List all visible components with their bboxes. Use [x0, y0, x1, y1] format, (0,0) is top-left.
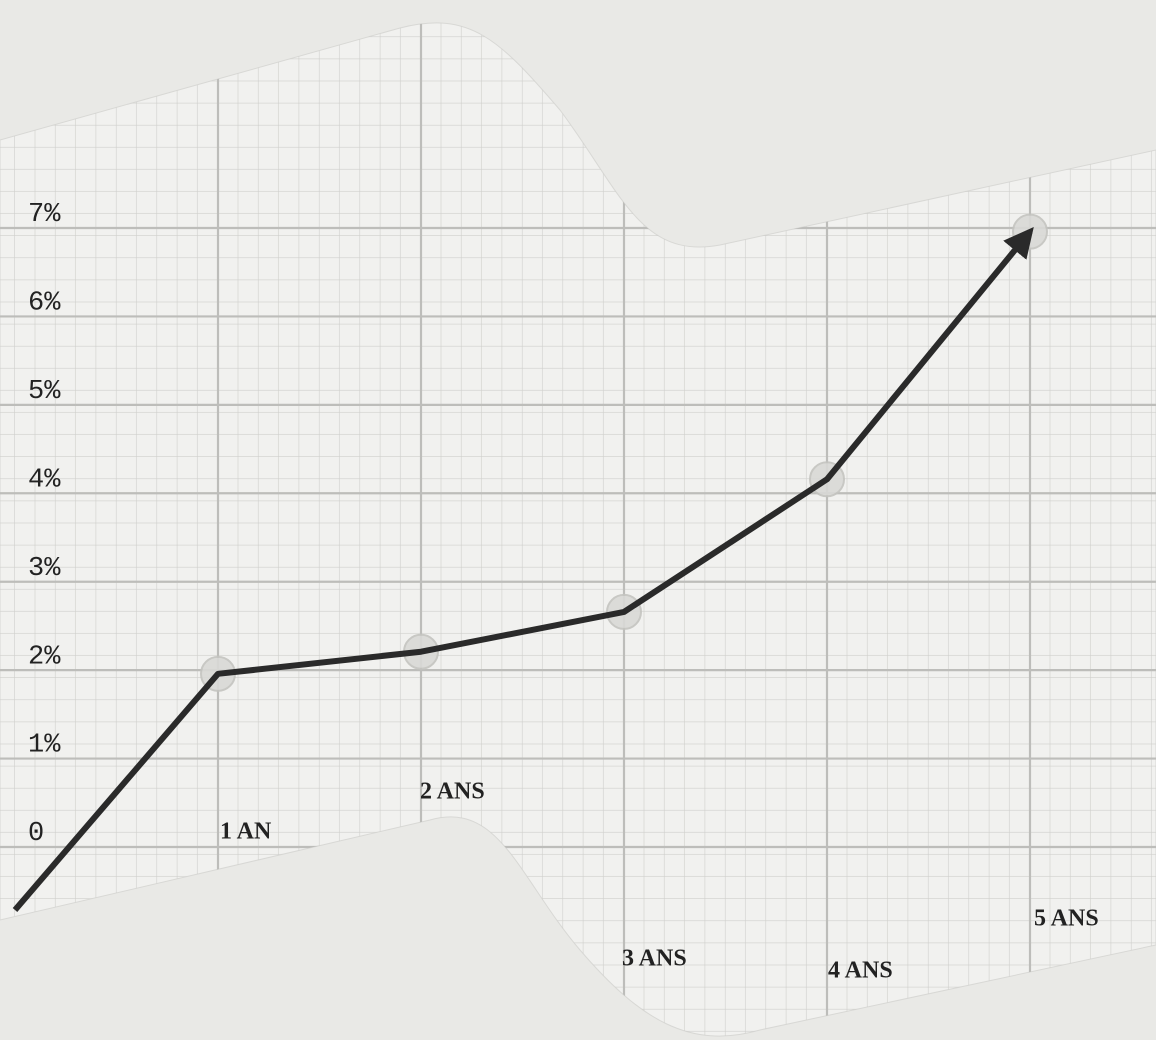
y-tick-label: 0 — [28, 819, 44, 849]
y-tick-label: 1% — [28, 731, 61, 761]
x-tick-label: 4 ANS — [828, 958, 893, 984]
line — [12, 227, 1034, 912]
y-tick-label: 6% — [28, 289, 61, 319]
x-tick-label: 3 ANS — [622, 946, 687, 972]
x-tick-label: 5 ANS — [1034, 906, 1099, 932]
y-tick-label: 2% — [28, 642, 61, 672]
x-tick-label: 2 ANS — [420, 779, 485, 805]
x-tick-label: 1 AN — [220, 819, 272, 845]
y-tick-label: 5% — [28, 377, 61, 407]
y-tick-label: 3% — [28, 554, 61, 584]
y-tick-label: 7% — [28, 200, 61, 230]
y-tick-label: 4% — [28, 465, 61, 495]
